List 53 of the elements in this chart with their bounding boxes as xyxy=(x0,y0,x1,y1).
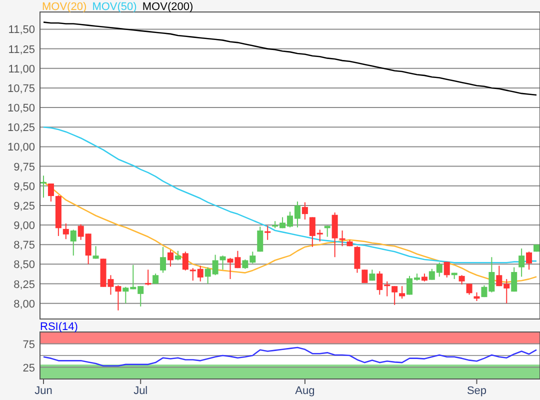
line-series xyxy=(42,22,538,96)
candlestick xyxy=(444,261,450,278)
candlestick xyxy=(92,246,99,260)
y-tick-label: 9,00 xyxy=(14,220,35,232)
candlestick xyxy=(526,251,532,270)
y-tick-label: 8,25 xyxy=(14,278,35,291)
candlestick xyxy=(70,229,76,256)
x-tick-label: Aug xyxy=(295,385,315,397)
candlestick xyxy=(40,175,46,198)
candlestick xyxy=(354,246,360,274)
candlestick xyxy=(332,212,338,258)
candlestick xyxy=(62,222,69,240)
candlestick xyxy=(511,266,518,292)
candlestick xyxy=(167,250,174,268)
candlestick xyxy=(48,183,54,202)
line-series xyxy=(42,346,538,366)
candlestick xyxy=(182,251,188,271)
y-tick-label: 10,50 xyxy=(7,102,35,115)
candlestick xyxy=(220,255,226,270)
series-label: MOV(200) xyxy=(142,1,194,13)
y-tick-label: 9,50 xyxy=(14,180,35,193)
candlestick xyxy=(458,274,465,286)
text: MOV(50) xyxy=(92,1,137,13)
chart-title: RSI(14) xyxy=(40,321,78,333)
text: MOV(20) xyxy=(42,1,87,13)
y-tick-label: 9,75 xyxy=(14,161,35,174)
y-tick-label: 11,50 xyxy=(8,24,35,36)
candlestick xyxy=(152,273,159,284)
y-tick-label: 10,25 xyxy=(7,122,35,134)
y-tick-label: 11,25 xyxy=(8,44,35,56)
x-tick-label: Sep xyxy=(466,385,487,397)
x-tick-label: Jul xyxy=(134,385,148,397)
candlestick xyxy=(174,250,181,261)
candlestick xyxy=(399,286,406,300)
y-tick-label: 8,75 xyxy=(14,240,35,252)
candlestick xyxy=(257,226,264,252)
candlestick xyxy=(339,230,346,247)
y-tick-label: 75 xyxy=(22,338,35,351)
candlestick xyxy=(160,246,166,274)
x-tick-label: Jun xyxy=(34,385,52,397)
y-tick-label: 8,00 xyxy=(14,298,35,310)
candlestick xyxy=(362,269,368,284)
candlestick xyxy=(518,248,525,278)
candlestick xyxy=(302,202,308,220)
y-tick-label: 8,50 xyxy=(14,259,35,272)
y-tick-label: 10,00 xyxy=(7,142,35,154)
candlestick xyxy=(264,225,271,240)
y-tick-label: 9,25 xyxy=(14,200,35,212)
candlestick xyxy=(392,286,398,306)
y-tick-label: 10,75 xyxy=(7,82,35,95)
y-tick-label: 11,00 xyxy=(8,63,35,76)
candlestick xyxy=(145,269,152,286)
y-tick-label: 25 xyxy=(22,362,35,374)
